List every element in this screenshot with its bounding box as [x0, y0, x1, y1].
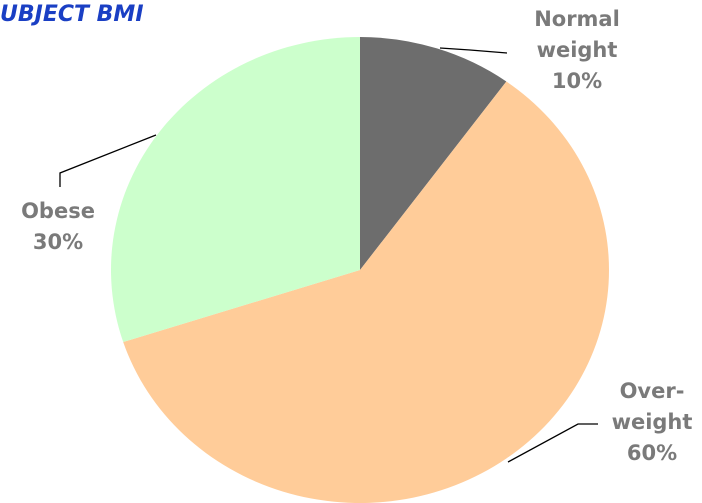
slice-label: Obese 30% [0, 196, 116, 258]
slice-label: Over-weight 60% [606, 376, 698, 469]
value-label: 60% [626, 441, 678, 465]
category-name: Normal weight [534, 7, 620, 62]
leader-line [59, 134, 157, 187]
value-label: 30% [32, 230, 84, 254]
slice-label: Normal weight 10% [522, 4, 632, 97]
pie-slice [110, 37, 361, 343]
pie-slice [360, 37, 507, 270]
pie-slice [123, 81, 609, 503]
category-name: Over-weight [611, 379, 693, 434]
value-label: 10% [551, 69, 603, 93]
leader-line [507, 423, 598, 463]
chart-title: UBJECT BMI [0, 2, 144, 27]
leader-line [439, 47, 508, 54]
category-name: Obese [21, 199, 95, 223]
